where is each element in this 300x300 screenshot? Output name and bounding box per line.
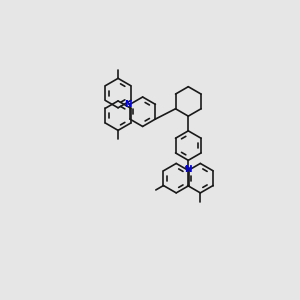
Text: N: N [124,100,131,109]
Text: N: N [184,165,192,174]
